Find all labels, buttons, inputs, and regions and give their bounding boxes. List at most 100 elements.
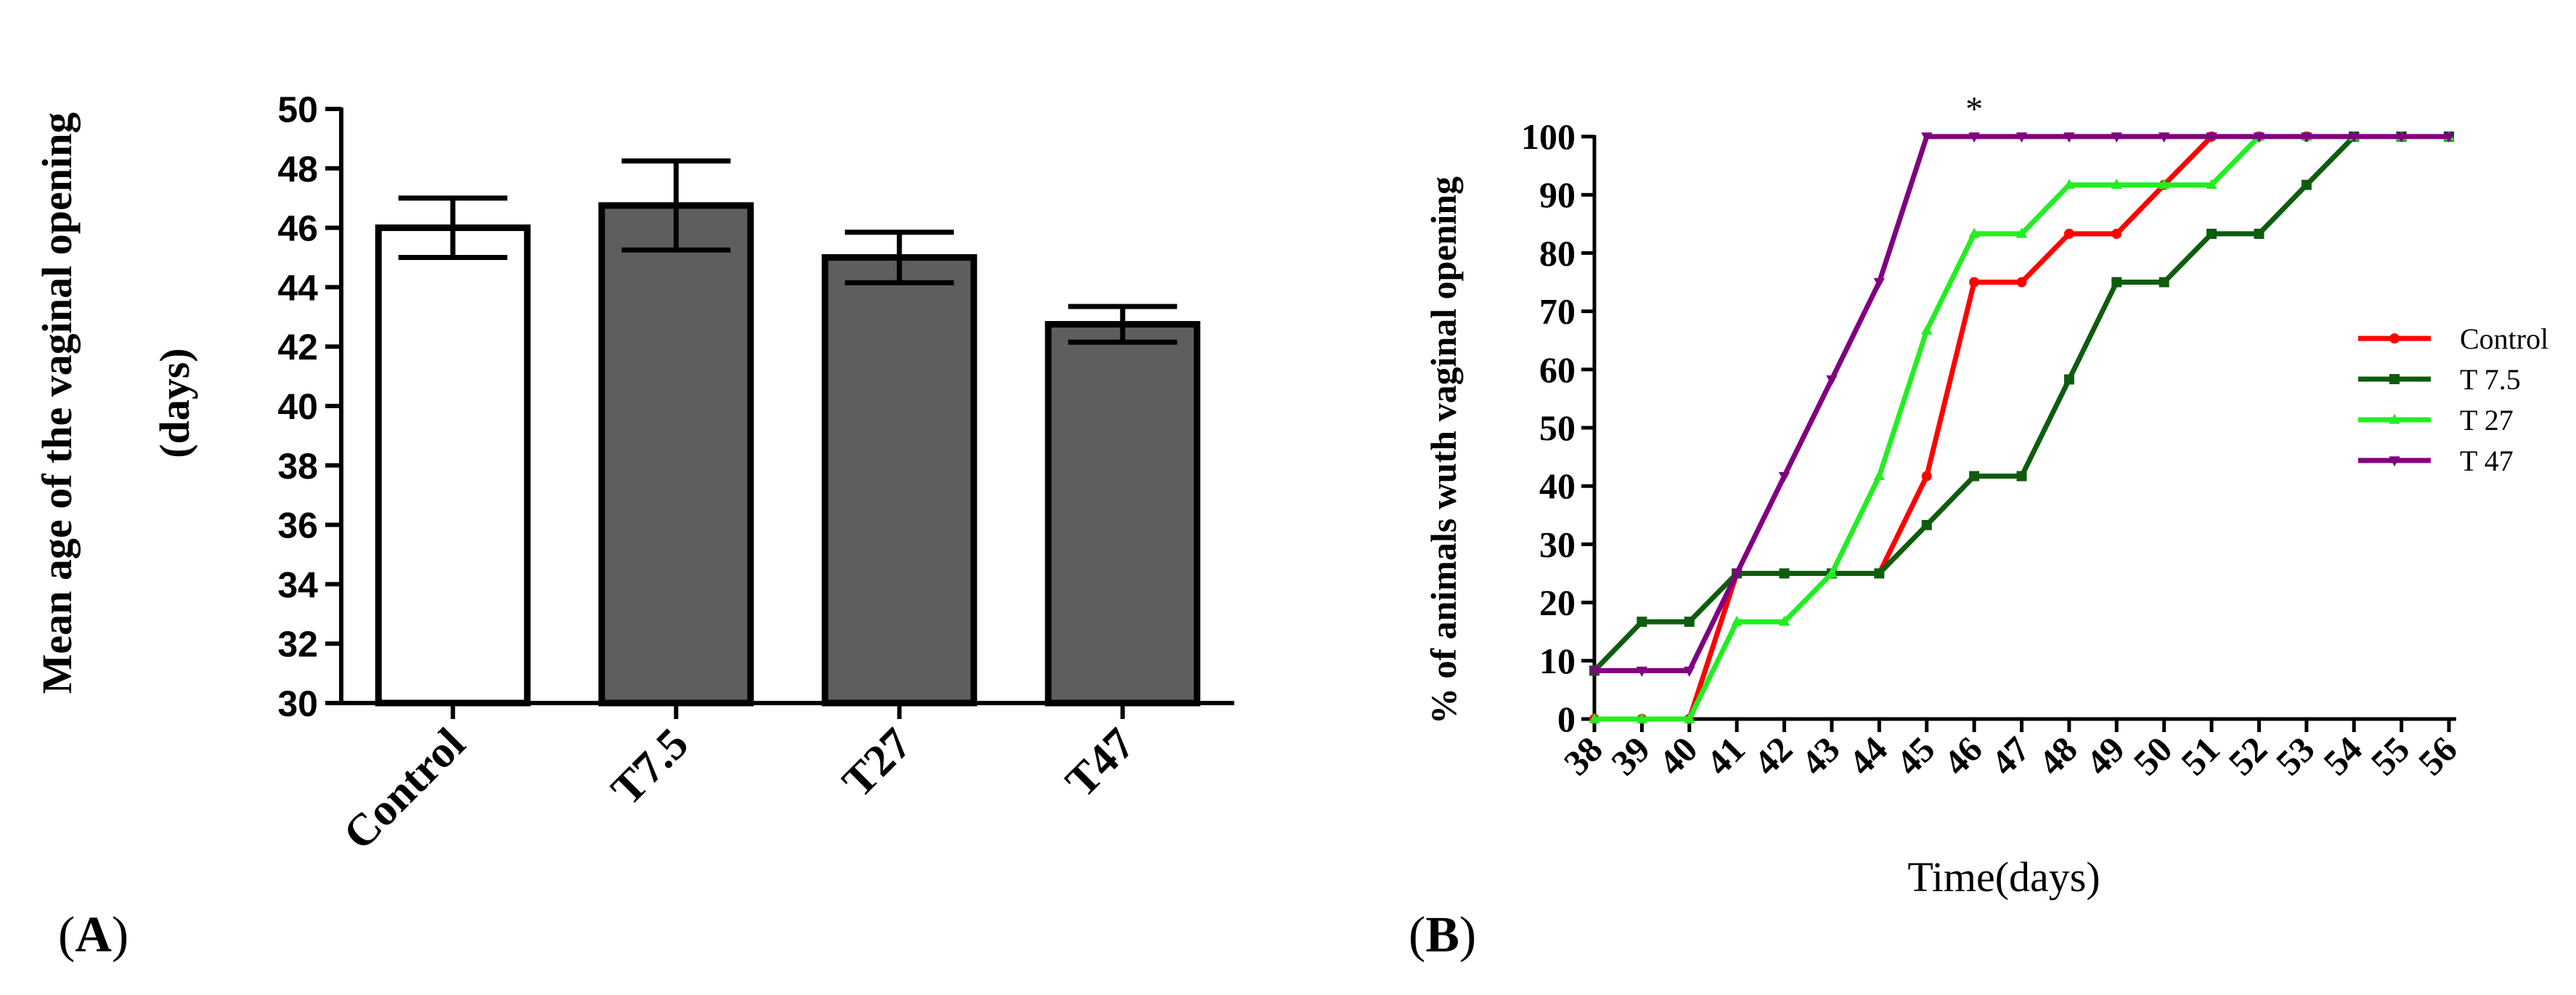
panel-b-x-tick-label: 39 [1603, 728, 1658, 783]
panel-b-data-point [1826, 375, 1838, 386]
panel-b-series-t47 [1589, 132, 2455, 677]
panel-b-label: (B) [1409, 907, 1476, 963]
panel-a-label-close: ) [112, 907, 129, 963]
panel-b-x-tick-label: 52 [2220, 728, 2275, 783]
panel-a-label-open: ( [58, 907, 75, 963]
panel-a-y-tick-label: 38 [277, 446, 318, 487]
panel-b-y-tick-label: 70 [1539, 291, 1576, 332]
panel-b-line-chart: % of animals wuth vaginal opening 0 10 20 3… [1409, 90, 2548, 963]
panel-b-data-point [2348, 132, 2360, 143]
panel-b-data-point [2015, 227, 2028, 238]
panel-b-legend: Control T 7.5 T 27 T 47 [2358, 322, 2548, 477]
panel-b-data-point [2253, 132, 2265, 143]
panel-a-y-tick-label: 42 [277, 327, 318, 367]
panel-b-y-tick-label: 90 [1539, 174, 1576, 215]
panel-b-data-point [1921, 324, 1933, 335]
legend-label: T 7.5 [2460, 363, 2521, 396]
panel-b-y-tick-label: 60 [1539, 349, 1576, 390]
panel-b-data-point [1589, 666, 1600, 677]
panel-b-data-point [1636, 712, 1648, 723]
panel-b-x-tick-label: 46 [1936, 728, 1990, 783]
panel-b-label-close: ) [1459, 907, 1476, 963]
panel-b-x-tick-label: 45 [1888, 728, 1943, 783]
panel-b-y-tick-label: 40 [1539, 466, 1576, 506]
panel-b-data-point [2111, 132, 2122, 143]
panel-b-data-point [1921, 132, 1933, 143]
panel-b-data-point [2016, 471, 2027, 482]
panel-b-data-point [2159, 277, 2169, 288]
panel-b-x-tick-label: 40 [1651, 728, 1705, 783]
panel-b-label-letter: B [1425, 907, 1459, 963]
panel-a-bar [821, 254, 977, 707]
panel-b-x-tick-label: 41 [1698, 728, 1753, 783]
panel-a-y-axis-label-line2: (days) [151, 348, 198, 458]
panel-b-data-point [2395, 132, 2408, 143]
panel-b-series-line [1594, 134, 2449, 722]
panel-a-y-tick-label: 32 [277, 624, 318, 665]
panel-b-data-point [2443, 132, 2455, 143]
panel-b-data-point [1684, 666, 1695, 677]
panel-b-data-point [2063, 228, 2074, 239]
panel-b-series-t7.5 [1589, 131, 2454, 676]
panel-b-x-tick-label: 44 [1841, 728, 1895, 783]
panel-b-x-tick-label: 43 [1793, 728, 1848, 783]
panel-b-y-tick-label: 30 [1539, 524, 1576, 564]
panel-b-data-point [2301, 132, 2312, 143]
panel-a-bar [598, 202, 754, 707]
panel-b-y-tick-label: 0 [1557, 699, 1576, 739]
panel-b-y-axis-label: % of animals wuth vaginal opening [1423, 176, 1464, 724]
panel-a-y-tick-label: 46 [277, 208, 318, 249]
panel-b-data-point [1968, 227, 1980, 238]
panel-b-data-point [2254, 228, 2265, 239]
panel-b-x-tick-label: 55 [2363, 728, 2417, 783]
panel-b-x-tick-label: 48 [2031, 728, 2085, 783]
panel-b-data-point [1873, 277, 1886, 288]
panel-b-x-tick-label: 47 [1983, 728, 2037, 783]
panel-b-plot-area: 0102030405060708090100383940414243444546… [1521, 90, 2548, 783]
panel-b-data-point [1969, 471, 1980, 482]
panel-b-series-line [1592, 134, 2449, 673]
legend-label: Control [2460, 322, 2548, 355]
panel-b-x-tick-label: 50 [2125, 728, 2180, 783]
panel-b-data-point [2301, 179, 2312, 190]
panel-b-data-point [1921, 519, 1932, 530]
panel-a-plot-area: 30 32 34 36 38 40 42 44 46 48 50 Control T7.5 T27 T47 [277, 89, 1234, 859]
panel-b-data-point [1969, 277, 1980, 288]
panel-b-data-point [1589, 712, 1600, 723]
panel-b-data-point [1826, 567, 1838, 578]
panel-b-data-point [1874, 568, 1885, 579]
panel-a-bar [375, 224, 531, 707]
panel-a-bar [1045, 321, 1201, 707]
panel-b-x-tick-label: 51 [2173, 728, 2227, 783]
panel-b-data-point [1778, 471, 1790, 482]
legend-marker [2389, 456, 2400, 467]
panel-b-x-tick-label: 49 [2078, 728, 2132, 783]
panel-b-data-point [2063, 179, 2075, 190]
panel-a-label: (A) [58, 907, 129, 963]
panel-b-data-point [1779, 568, 1790, 579]
panel-b-y-tick-label: 100 [1521, 116, 1576, 157]
panel-b-data-point [2206, 228, 2217, 239]
panel-b-data-point [1873, 470, 1886, 481]
panel-a-label-letter: A [75, 907, 112, 963]
legend-marker [2389, 413, 2400, 424]
panel-b-data-point [2158, 132, 2170, 143]
panel-b-data-point [2111, 228, 2122, 239]
panel-b-data-point [1731, 569, 1743, 580]
panel-b-data-point [2063, 132, 2075, 143]
panel-b-y-tick-label: 10 [1539, 641, 1576, 681]
panel-a-y-tick-label: 44 [277, 267, 318, 308]
panel-a-y-tick-label: 48 [277, 149, 318, 190]
panel-b-data-point [2111, 179, 2122, 190]
panel-b-data-point [1636, 666, 1648, 677]
panel-b-data-point [1684, 712, 1695, 723]
legend-label: T 27 [2460, 404, 2514, 436]
panel-b-data-point [1778, 615, 1790, 626]
panel-a-category-label: T7.5 [602, 719, 698, 815]
panel-b-x-tick-label: 56 [2410, 728, 2465, 783]
panel-b-x-tick-label: 42 [1745, 728, 1800, 783]
panel-a-y-tick-label: 40 [277, 386, 318, 427]
panel-b-y-tick-label: 20 [1539, 582, 1576, 623]
panel-a-y-tick-label: 34 [277, 564, 318, 605]
